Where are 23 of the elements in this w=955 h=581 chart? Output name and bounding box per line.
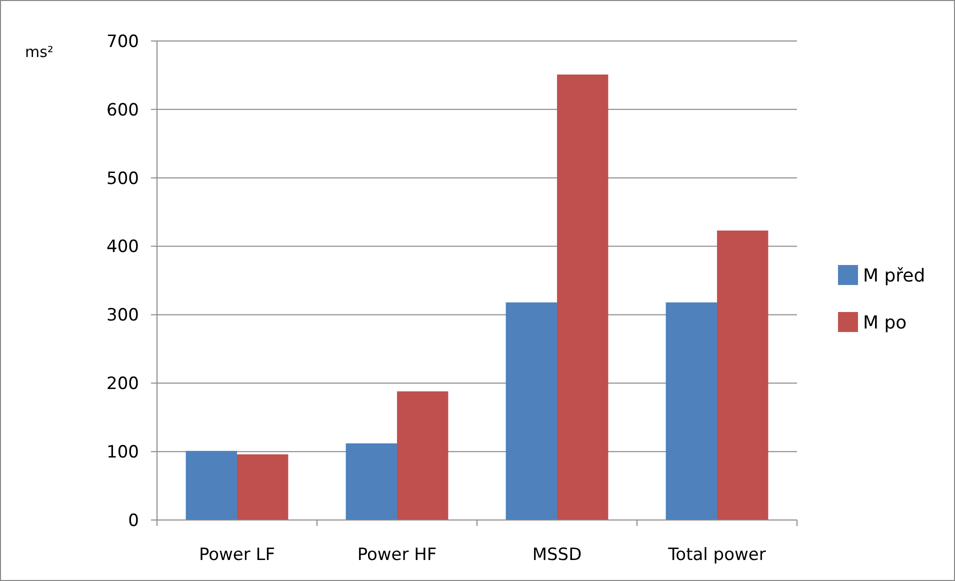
y-tick-label: 100 [106, 442, 139, 463]
y-tick-label: 300 [106, 306, 139, 326]
y-tick-label: 700 [106, 32, 139, 52]
bar [717, 230, 768, 520]
y-tick-label: 600 [106, 100, 139, 120]
bar [237, 454, 288, 520]
bar [397, 391, 448, 520]
bar [186, 450, 237, 520]
legend-label: M po [863, 312, 907, 334]
bar [557, 74, 608, 520]
x-tick-label: Power LF [198, 545, 276, 565]
y-tick-label: 200 [106, 374, 139, 394]
bar [346, 443, 397, 520]
x-tick-label: Total power [667, 545, 766, 565]
y-tick-label: 500 [106, 168, 139, 189]
bar [506, 302, 557, 520]
x-tick-label: Power HF [357, 545, 437, 565]
bar [666, 302, 717, 520]
y-axis-title: ms² [25, 43, 54, 61]
legend-label: M před [863, 265, 926, 286]
y-tick-label: 400 [106, 237, 139, 258]
x-tick-label: MSSD [532, 545, 582, 565]
y-tick-label: 0 [128, 510, 139, 531]
